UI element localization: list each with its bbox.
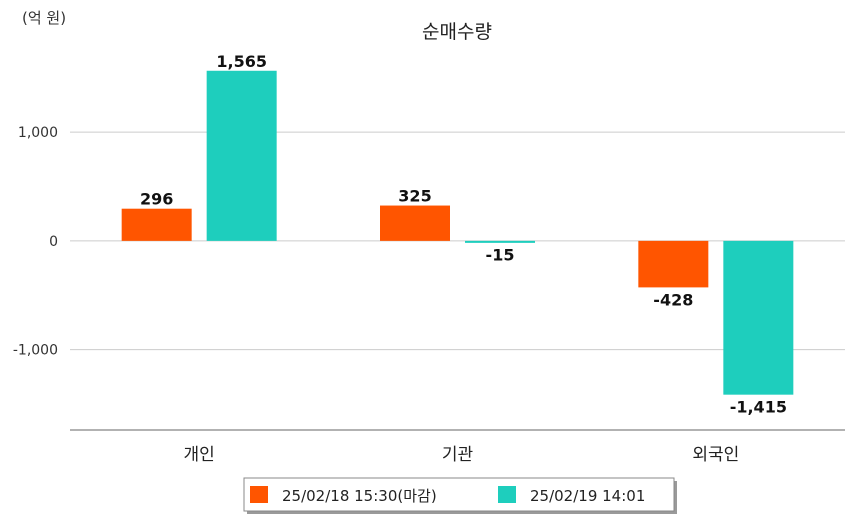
bar [638,240,709,288]
bar [380,205,450,241]
data-label: 1,565 [216,52,267,71]
x-tick-label: 개인 [184,445,215,465]
legend-entry: 25/02/19 14:01 [530,487,645,505]
legend-swatch [498,486,516,503]
bars [121,70,794,395]
y-tick-label: -1,000 [13,343,58,359]
x-axis: 개인 기관 외국인 [184,445,740,465]
data-label: -428 [653,290,693,309]
x-tick-label: 기관 [442,445,473,465]
bar [723,240,794,395]
data-label: 296 [140,190,173,209]
x-tick-label: 외국인 [692,445,739,465]
bar [206,70,277,241]
grid-lines [70,131,845,351]
y-tick-label: 0 [49,234,58,250]
legend-swatch [250,486,268,503]
bar [121,208,192,241]
legend: 25/02/18 15:30(마감) 25/02/19 14:01 [243,477,677,514]
data-labels: 296 1,565 325 -15 -428 -1,415 [140,52,787,417]
legend-box [243,477,675,512]
data-label: -1,415 [730,398,787,417]
unit-label: (억 원) [22,9,66,27]
data-label: 325 [398,187,431,206]
y-axis: 1,000 0 -1,000 [13,125,58,358]
bar [465,240,535,243]
legend-entry: 25/02/18 15:30(마감) [282,487,437,505]
data-label: -15 [486,246,515,265]
chart-title: 순매수량 [422,21,492,43]
y-tick-label: 1,000 [18,125,58,141]
